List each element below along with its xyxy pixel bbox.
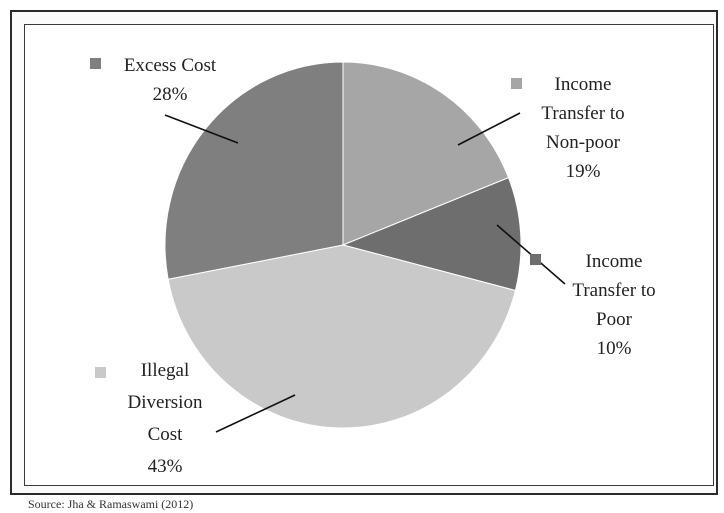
pie-slice-excess-cost (165, 62, 343, 279)
legend-swatch-income-transfer-to-non-poor (511, 78, 522, 89)
pie-slices (165, 62, 521, 428)
slice-label-illegal-diversion-cost: Illegal Diversion Cost 43% (128, 360, 203, 477)
slice-label-income-transfer-to-poor: Income Transfer to Poor 10% (572, 251, 655, 359)
source-note: Source: Jha & Ramaswami (2012) (28, 497, 193, 512)
legend-swatch-illegal-diversion-cost (95, 367, 106, 378)
slice-label-excess-cost: Excess Cost 28% (124, 55, 217, 105)
legend-swatch-excess-cost (90, 58, 101, 69)
slice-label-income-transfer-to-non-poor: Income Transfer to Non-poor 19% (541, 74, 624, 182)
legend-swatch-income-transfer-to-poor (530, 254, 541, 265)
